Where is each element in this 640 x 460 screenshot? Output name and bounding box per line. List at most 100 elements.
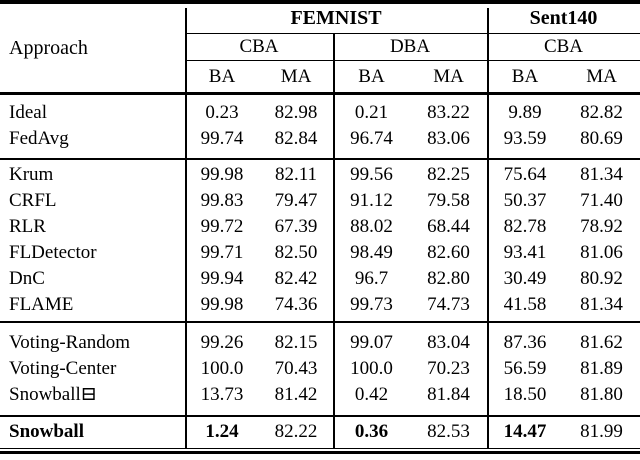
metric-value-cell: 93.59 [503,128,547,149]
section-defense-rows: Krum 99.98 82.11 99.56 82.25 75.64 81.34 CRFL 99… [0,160,640,321]
metric-value-cell: 81.34 [580,294,623,315]
column-separator-3 [487,8,489,448]
metric-value-cell: 71.40 [580,190,623,211]
metric-value-cell: 30.49 [503,268,547,289]
metric-value-cell: 99.07 [350,332,393,353]
row-label: Voting-Center [9,358,117,379]
table-row: FedAvg 99.74 82.84 96.74 83.06 93.59 80.69 [0,126,640,152]
subgroup-header-dba: DBA [333,34,487,61]
metric-value-cell: 83.04 [427,332,470,353]
metric-value-cell: 81.84 [427,384,470,405]
group-header-sent140: Sent140 [487,4,640,34]
metric-value-cell: 87.36 [503,332,547,353]
table-row: FLDetector 99.71 82.50 98.49 82.60 93.41 81.06 [0,240,640,266]
metric-value-cell: 82.78 [503,216,547,237]
metric-value-cell: 100.0 [200,358,244,379]
row-label: CRFL [9,190,57,211]
row-label: Snowball⊟ [9,384,97,405]
metric-header-ba-2: BA [358,65,385,87]
column-separator-2 [333,34,335,448]
row-label: Krum [9,164,54,185]
metric-header-ma-2: MA [433,65,464,87]
metric-value-cell: 80.69 [580,128,623,149]
metric-value-cell: 99.94 [200,268,244,289]
metric-value-cell: 0.21 [354,102,389,123]
metric-value-cell: 81.62 [580,332,623,353]
metric-value-cell: 100.0 [350,358,393,379]
table-row: Krum 99.98 82.11 99.56 82.25 75.64 81.34 [0,162,640,188]
row-label: Snowball [9,421,84,442]
metric-value-cell: 74.36 [274,294,318,315]
table-row: Snowball 1.24 82.22 0.36 82.53 14.47 81.99 [0,419,640,445]
metric-value-cell: 0.23 [205,102,239,123]
metric-value-cell: 80.92 [580,268,623,289]
metric-value-cell: 91.12 [350,190,393,211]
metric-value-cell: 41.58 [503,294,547,315]
metric-value-cell: 81.89 [580,358,623,379]
subgroup-header-cba-2: CBA [487,34,640,61]
table-row: CRFL 99.83 79.47 91.12 79.58 50.37 71.40 [0,188,640,214]
metric-value-cell: 82.84 [274,128,318,149]
metric-value-cell: 88.02 [350,216,393,237]
metric-value-cell: 74.73 [427,294,470,315]
metric-value-cell: 82.42 [274,268,318,289]
metric-value-cell: 79.58 [427,190,470,211]
table-row: Ideal 0.23 82.98 0.21 83.22 9.89 82.82 [0,100,640,126]
metric-header-ma-1: MA [280,65,312,87]
metric-value-cell: 98.49 [350,242,393,263]
row-label: FLAME [9,294,74,315]
metric-value-cell: 81.99 [580,421,623,442]
metric-value-cell: 82.15 [274,332,318,353]
metric-value-cell: 70.23 [427,358,470,379]
metric-value-cell: 68.44 [427,216,470,237]
row-label: Ideal [9,102,47,123]
metric-value-cell: 99.74 [200,128,244,149]
section-proposed-row: Snowball 1.24 82.22 0.36 82.53 14.47 81.99 [0,417,640,448]
metric-header-ma-3: MA [586,65,617,87]
table-bottom-rule-thick [0,451,640,454]
metric-value-cell: 82.80 [427,268,470,289]
metric-value-cell: 81.80 [580,384,623,405]
metric-value-cell: 82.53 [427,421,470,442]
section-divider [0,321,640,323]
metric-value-cell: 82.11 [274,164,318,185]
column-separator-1 [185,8,187,448]
metric-value-cell: 99.56 [350,164,393,185]
table-top-rule [0,0,640,4]
metric-value-cell: 82.50 [274,242,318,263]
metric-value-cell: 0.42 [354,384,389,405]
metric-value-cell: 99.83 [200,190,244,211]
section-voting-rows: Voting-Random 99.26 82.15 99.07 83.04 87.36 81… [0,323,640,415]
metric-value-cell: 96.7 [354,268,389,289]
group-header-femnist: FEMNIST [185,4,487,34]
metric-value-cell: 99.73 [350,294,393,315]
metric-value-cell: 99.98 [200,294,244,315]
metric-value-cell: 13.73 [200,384,244,405]
metric-value-cell: 93.41 [503,242,547,263]
row-label: FedAvg [9,128,69,149]
metric-value-cell: 0.36 [354,421,389,442]
metric-value-cell: 82.82 [580,102,623,123]
metric-value-cell: 56.59 [503,358,547,379]
section-baseline-rows: Ideal 0.23 82.98 0.21 83.22 9.89 82.82 FedAvg 99… [0,95,640,158]
metric-value-cell: 14.47 [503,421,547,442]
table-header: Approach FEMNIST Sent140 CBA DBA CBA BA … [0,4,640,92]
row-label: DnC [9,268,45,289]
metric-value-cell: 99.98 [200,164,244,185]
row-label: RLR [9,216,46,237]
section-divider [0,158,640,160]
metric-value-cell: 99.26 [200,332,244,353]
subgroup-header-cba-1: CBA [185,34,333,61]
row-label: Voting-Random [9,332,131,353]
metric-value-cell: 18.50 [503,384,547,405]
header-bottom-rule [0,92,640,95]
metric-value-cell: 81.42 [274,384,318,405]
metric-value-cell: 67.39 [274,216,318,237]
table-row: Snowball⊟ 13.73 81.42 0.42 81.84 18.50 81.80 [0,382,640,408]
section-divider [0,415,640,417]
metric-value-cell: 75.64 [503,164,547,185]
metric-value-cell: 82.22 [274,421,318,442]
metric-value-cell: 99.72 [200,216,244,237]
table-row: FLAME 99.98 74.36 99.73 74.73 41.58 81.34 [0,292,640,318]
table-bottom-rule-gap [0,449,640,451]
